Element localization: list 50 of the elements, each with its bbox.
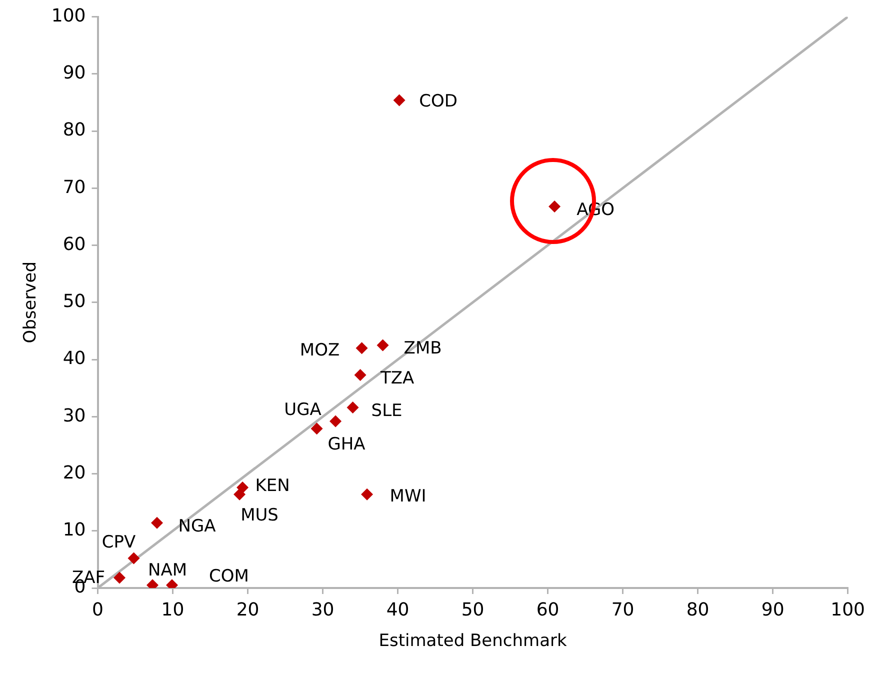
annotation: SLE: [371, 400, 402, 421]
point: [376, 339, 389, 352]
point: [356, 342, 368, 354]
y-tick-label: 90: [62, 62, 86, 84]
x-tick-label: 80: [686, 599, 710, 620]
point: [548, 200, 561, 212]
annotation: KEN: [255, 476, 290, 496]
point: [151, 516, 164, 529]
x-tick-label: 70: [611, 599, 634, 620]
point: [393, 94, 406, 106]
annotation: MUS: [240, 506, 278, 526]
y-tick-label: 30: [62, 405, 86, 426]
y-tick-label: 20: [62, 462, 86, 484]
y-tick-label: 10: [62, 520, 86, 541]
point: [354, 368, 366, 381]
point: [310, 422, 323, 435]
x-tick-label: 90: [761, 599, 784, 620]
y-tick-label: 80: [62, 120, 86, 141]
y-tick-label: 100: [51, 5, 86, 26]
y-axis-title: Observed: [20, 262, 41, 344]
annotation: UGA: [284, 400, 322, 420]
annotation: ZMB: [404, 338, 442, 359]
x-tick-label: 50: [461, 599, 484, 620]
point: [361, 488, 374, 500]
x-tick-label: 30: [311, 599, 334, 620]
x-tick-label: 20: [236, 599, 260, 620]
annotation: NAM: [148, 560, 188, 581]
point: [128, 552, 140, 564]
annotation: COM: [209, 566, 249, 587]
point: [346, 402, 359, 414]
point: [114, 572, 126, 584]
point: [330, 415, 342, 428]
annotation: CPV: [102, 532, 136, 553]
x-tick-label: 10: [161, 599, 184, 620]
annotation: MOZ: [300, 340, 340, 361]
x-tick-label: 40: [386, 599, 410, 620]
annotation: MWI: [390, 486, 426, 507]
annotation: TZA: [379, 368, 414, 388]
y-tick-label: 50: [62, 291, 86, 312]
annotation: GHA: [328, 434, 366, 455]
x-tick-label: 100: [830, 599, 865, 620]
x-axis-title: Estimated Benchmark: [378, 631, 567, 652]
point: [234, 488, 246, 500]
annotation: COD: [419, 92, 458, 112]
x-tick-label: 0: [92, 599, 104, 620]
y-tick-label: 40: [62, 348, 86, 370]
annotation: NGA: [178, 516, 216, 536]
y-tick-label: 70: [62, 176, 86, 198]
x-tick-label: 60: [536, 599, 560, 620]
y-tick-label: 60: [62, 234, 86, 255]
